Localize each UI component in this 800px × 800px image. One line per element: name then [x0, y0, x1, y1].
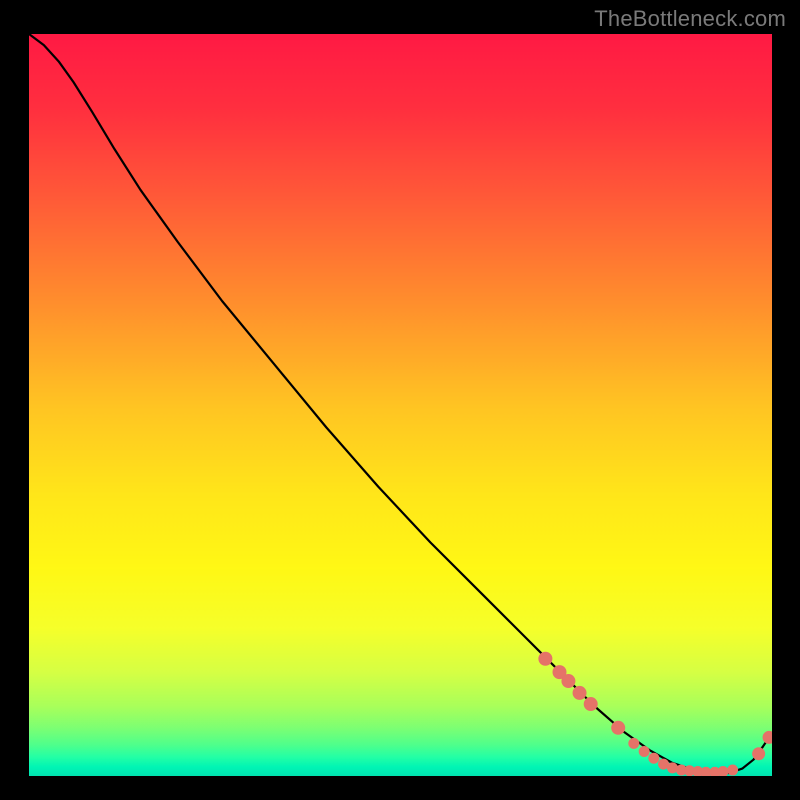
- gradient-plot-area: [29, 34, 772, 776]
- watermark-text: TheBottleneck.com: [594, 6, 786, 32]
- chart-container: TheBottleneck.com: [0, 0, 800, 800]
